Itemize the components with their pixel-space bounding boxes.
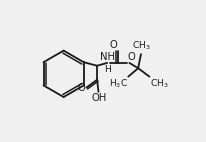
Text: NH: NH <box>100 52 115 62</box>
Text: O: O <box>78 83 86 93</box>
Text: OH: OH <box>91 93 106 103</box>
Text: CH$_3$: CH$_3$ <box>132 39 151 52</box>
Text: H$_3$C: H$_3$C <box>109 78 128 90</box>
Text: O: O <box>128 52 136 62</box>
Text: H: H <box>104 65 111 74</box>
Text: CH$_3$: CH$_3$ <box>150 78 169 90</box>
Text: O: O <box>109 40 117 50</box>
